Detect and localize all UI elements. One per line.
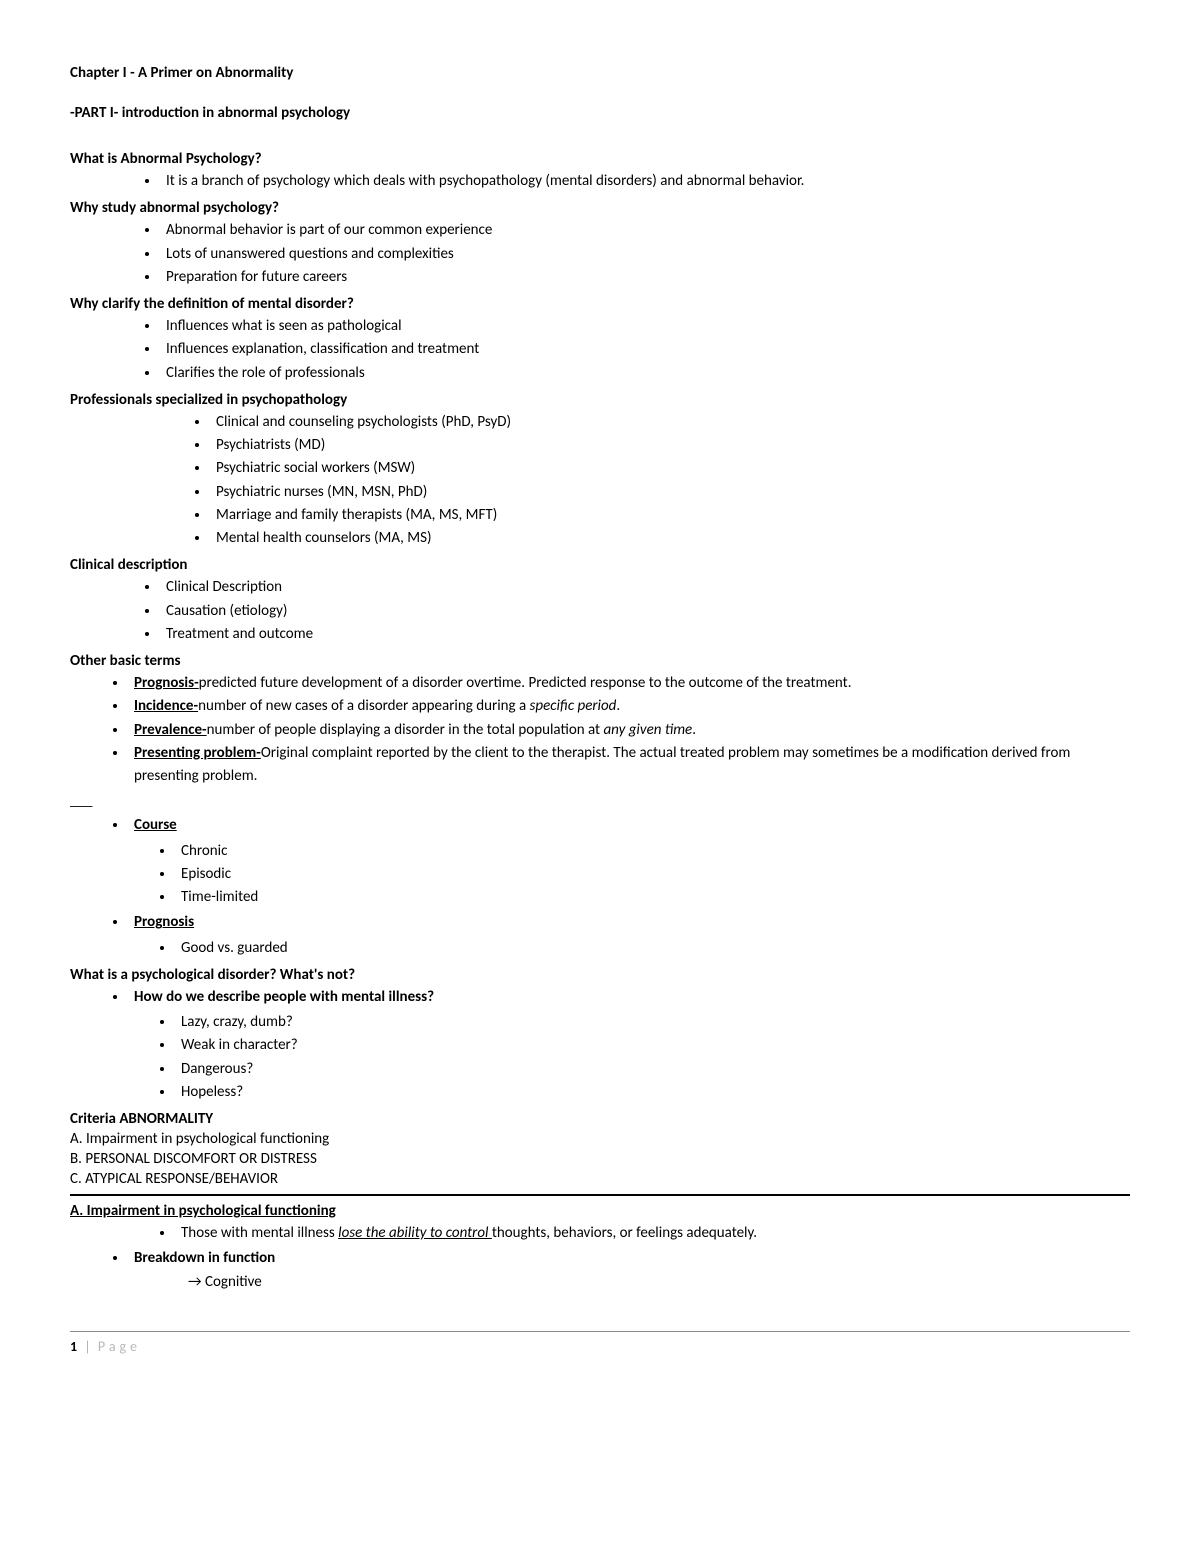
criteria-heading: Criteria ABNORMALITY: [70, 1110, 1130, 1128]
list-item: Psychiatric social workers (MSW): [210, 457, 1130, 480]
section-a-label: A. Impairment in psychological functioni…: [70, 1202, 336, 1220]
list-other-terms: Prognosis-predicted future development o…: [70, 672, 1130, 788]
term-italic: any given time: [603, 721, 692, 739]
footer-separator: |: [84, 1338, 90, 1355]
list-item: It is a branch of psychology which deals…: [160, 170, 1130, 193]
term-text: .: [692, 721, 696, 739]
list-describe: How do we describe people with mental il…: [70, 986, 1130, 1009]
course-label: Course: [134, 816, 177, 834]
section-why-study: Why study abnormal psychology?: [70, 199, 1130, 217]
list-item: Lots of unanswered questions and complex…: [160, 243, 1130, 266]
term-text: Original complaint reported by the clien…: [134, 744, 1070, 785]
list-item: Hopeless?: [175, 1081, 1130, 1104]
section-what-is: What is Abnormal Psychology?: [70, 150, 1130, 168]
list-item: Lazy, crazy, dumb?: [175, 1011, 1130, 1034]
sub-heading-item: How do we describe people with mental il…: [128, 986, 1130, 1009]
list-what-is: It is a branch of psychology which deals…: [70, 170, 1130, 193]
list-course-prognosis: Course: [70, 814, 1130, 837]
term-label: Presenting problem-: [134, 744, 261, 762]
list-item: Psychiatrists (MD): [210, 434, 1130, 457]
prognosis-item: Prognosis: [128, 911, 1130, 934]
term-presenting: Presenting problem-Original complaint re…: [128, 742, 1130, 789]
course-item: Course: [128, 814, 1130, 837]
page-label: Page: [98, 1338, 141, 1355]
list-item: Clinical Description: [160, 576, 1130, 599]
list-item: Clarifies the role of professionals: [160, 362, 1130, 385]
list-item: Good vs. guarded: [175, 937, 1130, 960]
list-item: Clinical and counseling psychologists (P…: [210, 411, 1130, 434]
section-clinical-desc: Clinical description: [70, 556, 1130, 574]
divider: [70, 1194, 1130, 1196]
term-prevalence: Prevalence-number of people displaying a…: [128, 719, 1130, 742]
arrow-cognitive: → Cognitive: [70, 1273, 1130, 1291]
list-item: Influences what is seen as pathological: [160, 315, 1130, 338]
list-prognosis2: Prognosis: [70, 911, 1130, 934]
list-clinical-desc: Clinical Description Causation (etiology…: [70, 576, 1130, 646]
list-course-sub: Chronic Episodic Time-limited: [70, 840, 1130, 910]
list-prognosis2-sub: Good vs. guarded: [70, 937, 1130, 960]
document-page: Chapter I - A Primer on Abnormality -PAR…: [0, 0, 1200, 1375]
page-number: 1: [70, 1338, 77, 1355]
term-text: number of people displaying a disorder i…: [207, 721, 604, 739]
part-heading: -PART I- introduction in abnormal psycho…: [70, 104, 1130, 122]
breakdown-item: Breakdown in function: [128, 1247, 1130, 1270]
list-breakdown: Breakdown in function: [70, 1247, 1130, 1270]
criteria-b: B. PERSONAL DISCOMFORT OR DISTRESS: [70, 1150, 1130, 1168]
term-text: predicted future development of a disord…: [199, 674, 852, 692]
list-item: Preparation for future careers: [160, 266, 1130, 289]
prognosis-label: Prognosis: [134, 913, 194, 931]
list-why-study: Abnormal behavior is part of our common …: [70, 219, 1130, 289]
list-item: Causation (etiology): [160, 600, 1130, 623]
list-why-clarify: Influences what is seen as pathological …: [70, 315, 1130, 385]
text: Those with mental illness: [181, 1224, 338, 1242]
term-italic: specific period: [530, 697, 617, 715]
section-a-line: Those with mental illness lose the abili…: [175, 1222, 1130, 1245]
list-item: Chronic: [175, 840, 1130, 863]
term-prognosis: Prognosis-predicted future development o…: [128, 672, 1130, 695]
term-label: Prognosis-: [134, 674, 199, 692]
text-italic: lose the ability to control: [338, 1224, 492, 1242]
criteria-a: A. Impairment in psychological functioni…: [70, 1130, 1130, 1148]
section-psych-disorder: What is a psychological disorder? What's…: [70, 966, 1130, 984]
section-a-heading: A. Impairment in psychological functioni…: [70, 1202, 1130, 1220]
list-item: Marriage and family therapists (MA, MS, …: [210, 504, 1130, 527]
list-item: Time-limited: [175, 886, 1130, 909]
section-professionals: Professionals specialized in psychopatho…: [70, 391, 1130, 409]
list-item: Weak in character?: [175, 1034, 1130, 1057]
page-footer: 1 | Page: [70, 1331, 1130, 1355]
criteria-c: C. ATYPICAL RESPONSE/BEHAVIOR: [70, 1170, 1130, 1188]
chapter-title: Chapter I - A Primer on Abnormality: [70, 64, 1130, 82]
term-text: number of new cases of a disorder appear…: [198, 697, 529, 715]
section-why-clarify: Why clarify the definition of mental dis…: [70, 295, 1130, 313]
term-incidence: Incidence-number of new cases of a disor…: [128, 695, 1130, 718]
list-item: Treatment and outcome: [160, 623, 1130, 646]
term-label: Incidence-: [134, 697, 198, 715]
list-item: Influences explanation, classification a…: [160, 338, 1130, 361]
term-text: .: [616, 697, 620, 715]
list-item: Dangerous?: [175, 1058, 1130, 1081]
section-other-terms: Other basic terms: [70, 652, 1130, 670]
separator-dashes: ___: [70, 792, 1130, 810]
list-describe-sub: Lazy, crazy, dumb? Weak in character? Da…: [70, 1011, 1130, 1104]
list-professionals: Clinical and counseling psychologists (P…: [70, 411, 1130, 551]
list-section-a: Those with mental illness lose the abili…: [70, 1222, 1130, 1245]
term-label: Prevalence-: [134, 721, 207, 739]
list-item: Psychiatric nurses (MN, MSN, PhD): [210, 481, 1130, 504]
list-item: Mental health counselors (MA, MS): [210, 527, 1130, 550]
list-item: Episodic: [175, 863, 1130, 886]
text: thoughts, behaviors, or feelings adequat…: [492, 1224, 757, 1242]
list-item: Abnormal behavior is part of our common …: [160, 219, 1130, 242]
